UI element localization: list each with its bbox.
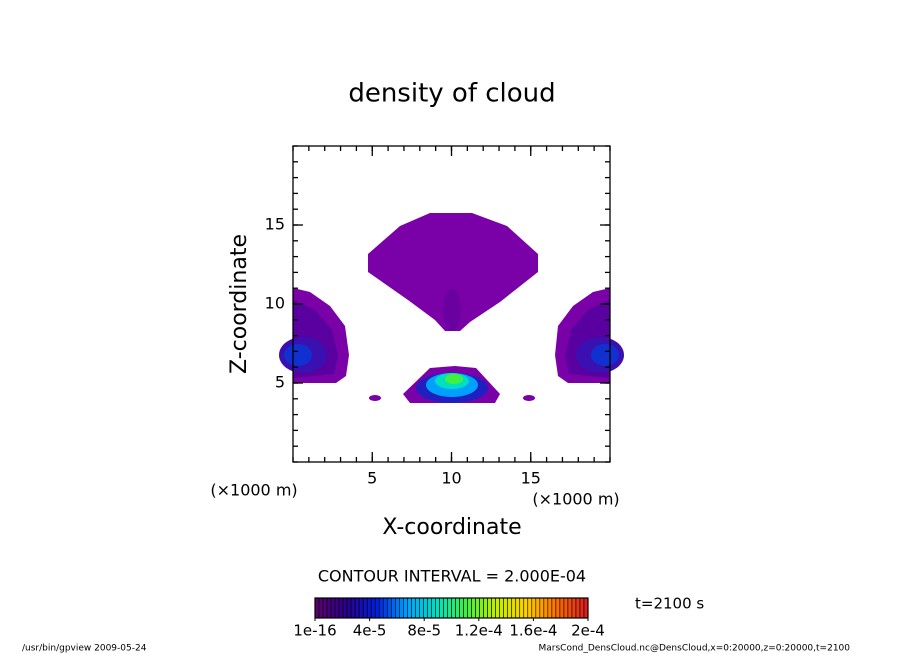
colorbar-cell: [338, 597, 344, 619]
x-tick-label: 15: [521, 469, 541, 488]
axes: 5 10 15 5 10 15: [265, 145, 611, 488]
colorbar-cell: [551, 597, 557, 619]
colorbar-cell: [342, 597, 348, 619]
colorbar-cell: [495, 597, 500, 619]
colorbar-cell: [390, 597, 396, 619]
colorbar-cell: [555, 597, 561, 619]
colorbar-cell: [527, 597, 533, 619]
y-axis-label: Z-coordinate: [227, 234, 252, 374]
colorbar-cell: [447, 597, 452, 619]
colorbar-cell: [443, 597, 448, 619]
colorbar-cell: [334, 597, 340, 619]
colorbar-tick-label: 1.2e-4: [455, 622, 503, 640]
colorbar-cell: [358, 597, 364, 619]
colorbar-cell: [439, 597, 444, 619]
colorbar-tick-label: 2e-4: [571, 622, 605, 640]
x-axis-label: X-coordinate: [382, 515, 521, 540]
contour-interval: CONTOUR INTERVAL = 2.000E-04: [318, 567, 586, 586]
y-units: (×1000 m): [210, 481, 297, 500]
colorbar-cell: [471, 597, 476, 619]
colorbar-cell: [431, 597, 436, 619]
colorbar-cell: [411, 597, 416, 619]
colorbar-cell: [394, 597, 400, 619]
colorbar-cell: [499, 597, 504, 619]
colorbar-cell: [403, 597, 408, 619]
colorbar-cell: [451, 597, 456, 619]
colorbar-cell: [503, 597, 509, 619]
colorbar-cell: [543, 597, 549, 619]
colorbar-cell: [362, 597, 368, 619]
colorbar-tick-label: 1.6e-4: [509, 622, 557, 640]
colorbar-cell: [427, 597, 432, 619]
colorbar-cell: [467, 597, 472, 619]
colorbar-cell: [318, 597, 324, 619]
colorbar-tick-label: 8e-5: [407, 622, 441, 640]
colorbar-cell: [475, 597, 480, 619]
colorbar-cell: [366, 597, 372, 619]
colorbar-cell: [559, 597, 565, 619]
colorbar-cell: [479, 597, 484, 619]
colorbar-cell: [378, 597, 384, 619]
colorbar-cell: [326, 597, 332, 619]
colorbar-cell: [322, 597, 328, 619]
colorbar-cell: [370, 597, 376, 619]
colorbar-cell: [314, 597, 320, 619]
colorbar-cell: [350, 597, 356, 619]
colorbar-cell: [547, 597, 553, 619]
colorbar-cell: [483, 597, 488, 619]
colorbar-cell: [531, 597, 537, 619]
colorbar-cell: [535, 597, 541, 619]
colorbar-cell: [415, 597, 420, 619]
colorbar-cell: [487, 597, 492, 619]
x-tick-label: 5: [367, 469, 377, 488]
colorbar-cell: [386, 597, 392, 619]
colorbar-cell: [330, 597, 336, 619]
chart-title: density of cloud: [348, 79, 555, 109]
contour-field: [279, 213, 624, 403]
colorbar-cell: [511, 597, 517, 619]
colorbar-cell: [374, 597, 380, 619]
colorbar-cell: [579, 597, 585, 619]
colorbar-tick-label: 1e-16: [293, 622, 336, 640]
colorbar-cell: [435, 597, 440, 619]
colorbar-tick-label: 4e-5: [353, 622, 387, 640]
colorbar-cell: [354, 597, 360, 619]
x-units: (×1000 m): [532, 490, 619, 509]
colorbar-frame: [314, 597, 589, 619]
x-tick-label: 10: [441, 469, 461, 488]
colorbar-cell: [399, 597, 404, 619]
colorbar-cell: [491, 597, 496, 619]
footer-right: MarsCond_DensCloud.nc@DensCloud,x=0:2000…: [539, 644, 851, 654]
colorbar-cell: [523, 597, 529, 619]
colorbar-cell: [583, 597, 589, 619]
colorbar-cell: [423, 597, 428, 619]
colorbar-cell: [382, 597, 388, 619]
colorbar-cell: [567, 597, 573, 619]
colorbar-cell: [539, 597, 545, 619]
colorbar-cell: [571, 597, 577, 619]
colorbar-cell: [515, 597, 521, 619]
colorbar-cell: [407, 597, 412, 619]
time-label: t=2100 s: [635, 595, 704, 613]
colorbar-cell: [346, 597, 352, 619]
colorbar-cell: [419, 597, 424, 619]
colorbar-cell: [459, 597, 464, 619]
y-tick-label: 10: [265, 294, 285, 313]
y-tick-label: 15: [265, 215, 285, 234]
colorbar-cell: [563, 597, 569, 619]
colorbar-cell: [463, 597, 468, 619]
colorbar-cell: [507, 597, 513, 619]
colorbar-cell: [575, 597, 581, 619]
colorbar-cell: [519, 597, 525, 619]
colorbar-cell: [455, 597, 460, 619]
y-tick-label: 5: [275, 373, 285, 392]
colorbar: 1e-16 4e-5 8e-5 1.2e-4 1.6e-4 2e-4: [293, 597, 605, 640]
footer-left: /usr/bin/gpview 2009-05-24: [22, 644, 147, 654]
